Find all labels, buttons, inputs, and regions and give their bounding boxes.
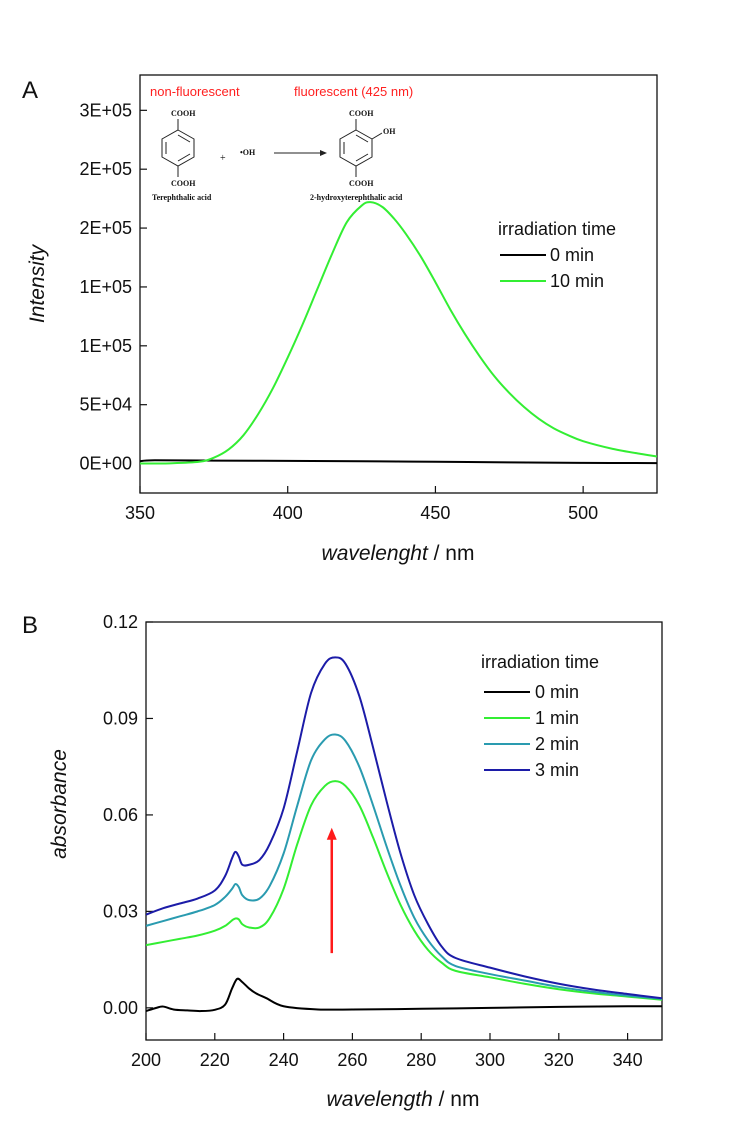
hydroxyl-radical: •OH [240,148,256,157]
hydroxyterephthalic-acid-name: 2-hydroxyterephthalic acid [310,193,403,202]
reaction-scheme: non-fluorescent fluorescent (425 nm) COO… [150,84,413,202]
panel-a-legend-title: irradiation time [498,219,616,239]
panel-b-series-0-min [146,977,662,1013]
panel-b-y-tick-label: 0.03 [103,901,138,921]
panel-b-legend-label-1: 1 min [535,708,579,728]
panel-b-y-tick-label: 0.06 [103,805,138,825]
panel-b-legend-label-3: 3 min [535,760,579,780]
product-oh-label: OH [383,127,396,136]
panel-b-series-2-min [146,733,662,1000]
non-fluorescent-note: non-fluorescent [150,84,240,99]
panel-a-y-tick-label: 1E+05 [79,277,132,297]
panel-b-legend-title: irradiation time [481,652,599,672]
ring-bond [177,153,191,162]
panel-b-x-tick-label: 300 [475,1050,505,1070]
ring-bond [355,153,369,162]
fluorescent-note: fluorescent (425 nm) [294,84,413,99]
product-cooh-top-label: COOH [349,109,374,118]
panel-a-y-tick-label: 0E+00 [79,454,132,474]
panel-a-y-tick-label: 3E+05 [79,100,132,120]
cooh-bottom-label: COOH [171,179,196,188]
panel-b-series-1-min [146,780,662,1001]
panel-a-legend-label-1: 10 min [550,271,604,291]
panel-a-xlabel: wavelenght / nm [322,542,475,565]
panel-b-x-tick-label: 320 [544,1050,574,1070]
panel-a-plot-frame [139,74,658,494]
panel-b-x-tick-label: 280 [406,1050,436,1070]
panel-a-x-tick-label: 450 [420,503,450,523]
panel-b-x-tick-label: 340 [613,1050,643,1070]
panel-b-xlabel-main: wavelength [327,1088,433,1111]
plus-sign: + [220,153,226,164]
panel-a-letter: A [22,77,38,104]
panel-a-legend: irradiation time 0 min 10 min [498,219,616,291]
panel-b-y-tick-label: 0.12 [103,612,138,632]
product-cooh-bottom-label: COOH [349,179,374,188]
panel-a-xlabel-unit: / nm [428,542,475,565]
panel-b-legend-label-2: 2 min [535,734,579,754]
panel-a-series-0-min [140,459,657,465]
panel-a-x-tick-label: 500 [568,503,598,523]
panel-a-xlabel-main: wavelenght [322,542,429,565]
terephthalic-acid-structure: COOH COOH Terephthalic acid [152,109,212,202]
panel-a-y-tick-label: 5E+04 [79,395,132,415]
ring-bond [355,134,369,143]
terephthalic-acid-name: Terephthalic acid [152,193,212,202]
panel-a-y-tick-label: 2E+05 [79,218,132,238]
panel-b-legend-label-0: 0 min [535,682,579,702]
panel-b-x-tick-label: 200 [131,1050,161,1070]
panel-a-series-10-min [140,201,657,465]
panel-b-increase-arrow-head [326,827,337,840]
panel-a-x-tick-label: 400 [273,503,303,523]
panel-a: A 350 400 450 500 0E+00 5E+04 1E+05 1E+05 2E+05 2… [22,74,658,565]
hydroxyterephthalic-acid-structure: COOH OH COOH 2-hydroxyterephthalic acid [310,109,403,202]
panel-a-y-tick-label: 1E+05 [79,336,132,356]
reaction-arrow [274,150,327,156]
panel-a-legend-label-0: 0 min [550,245,594,265]
reaction-arrow-head [320,150,327,156]
panel-b-legend: irradiation time 0 min 1 min 2 min 3 min [481,652,599,780]
panel-b-letter: B [22,612,38,639]
panel-b-y-tick-label: 0.09 [103,708,138,728]
panel-b-xlabel: wavelength / nm [327,1088,480,1111]
panel-b-series-3-min [146,656,662,1000]
panel-a-ylabel: Intensity [26,243,49,323]
panel-a-x-tick-label: 350 [125,503,155,523]
cooh-top-label: COOH [171,109,196,118]
panel-a-y-tick-label: 2E+05 [79,159,132,179]
panel-b-x-tick-label: 220 [200,1050,230,1070]
panel-b-xlabel-unit: / nm [433,1088,480,1111]
panel-b: B 200 220 240 260 280 300 320 340 0.00 0.03 0.06 0.… [22,612,663,1111]
ring-bond [177,134,191,143]
panel-b-ylabel: absorbance [48,749,71,859]
panel-b-plot-frame [145,621,663,1041]
panel-b-y-tick-label: 0.00 [103,998,138,1018]
oh-bond [371,132,383,140]
panel-b-x-tick-label: 240 [269,1050,299,1070]
panel-b-x-tick-label: 260 [337,1050,367,1070]
